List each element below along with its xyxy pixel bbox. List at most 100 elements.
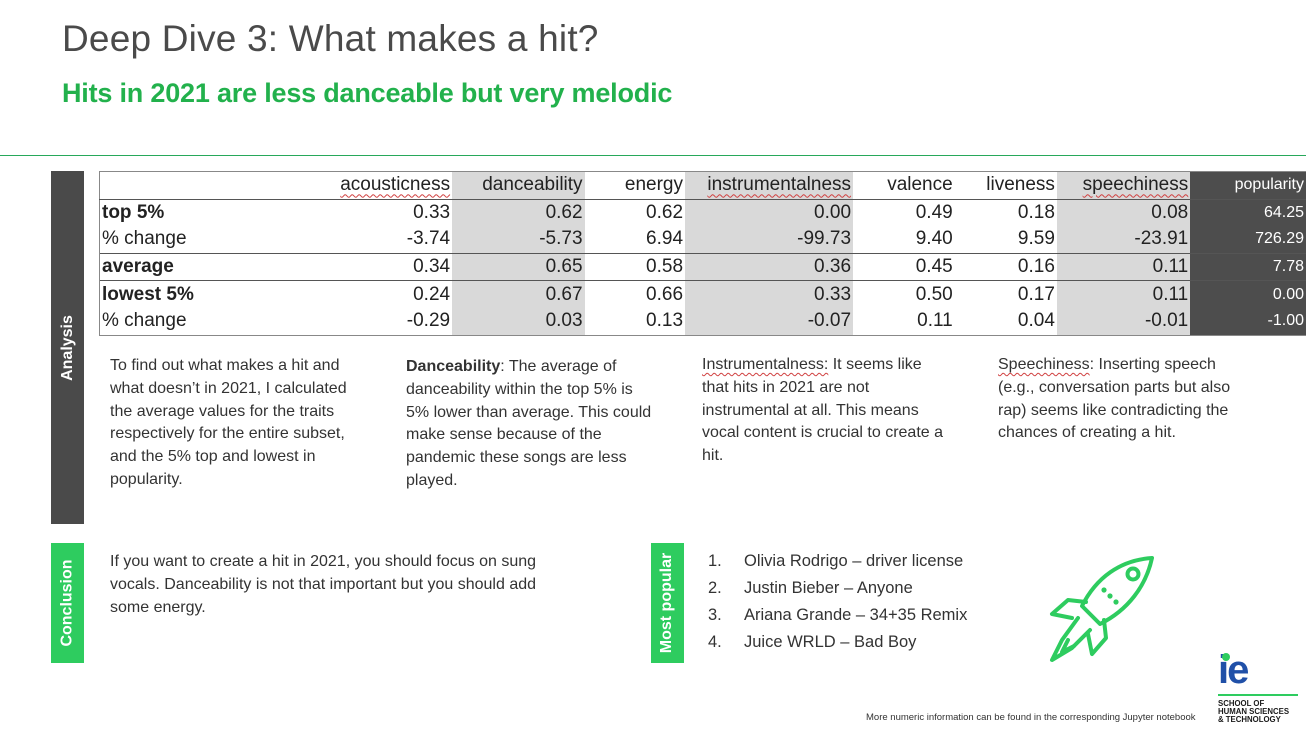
table-row: % change -0.29 0.03 0.13 -0.07 0.11 0.04… [99,307,1306,336]
col-header-instrumentalness: instrumentalness [685,171,854,200]
list-item: 3. Ariana Grande – 34+35 Remix [708,602,967,629]
table-row: top 5% 0.33 0.62 0.62 0.00 0.49 0.18 0.0… [99,199,1306,227]
danceability-body: : The average of danceability within the… [406,358,652,489]
table-cell: 0.13 [584,307,686,336]
list-index: 4. [708,633,722,651]
table-cell: 9.40 [915,228,953,250]
table-cell-popularity: 64.25 [1190,199,1306,227]
header-divider [0,155,1306,156]
table-row: average 0.34 0.65 0.58 0.36 0.45 0.16 0.… [99,252,1306,281]
col-header-danceability: danceability [452,171,585,200]
table-cell: 0.65 [452,252,585,281]
list-index: 2. [708,579,722,597]
table-cell: 0.24 [226,280,453,308]
ie-logo-line3: & TECHNOLOGY [1218,715,1281,725]
table-cell: 0.16 [954,252,1057,281]
table-cell: 6.94 [646,228,684,250]
song-title: Justin Bieber – Anyone [744,579,913,597]
table-cell: 0.00 [685,199,854,227]
table-header-row: acousticness danceability energy instrum… [99,171,1306,200]
col-header-liveness: liveness [954,171,1057,200]
table-cell: -23.91 [1056,226,1191,254]
table-cell: 0.34 [226,252,453,281]
conclusion-label: Conclusion [58,559,76,647]
table-cell: 0.62 [646,201,684,223]
ie-logo-dot [1222,653,1230,661]
rocket-icon [1050,556,1154,662]
speechiness-heading: Speechiness [998,356,1090,373]
table-cell: 0.18 [1017,201,1055,223]
stats-table: acousticness danceability energy instrum… [99,171,1306,336]
row-label: % change [99,307,227,336]
table-cell-popularity: -1.00 [1190,307,1306,336]
row-label: lowest 5% [99,280,227,308]
row-label: top 5% [99,199,227,227]
instrumentalness-heading: Instrumentalness: [702,356,829,373]
table-cell: 0.11 [1056,252,1191,281]
ie-logo: ie SCHOOL OF HUMAN SCIENCES & TECHNOLOGY [1218,650,1300,730]
row-label: average [99,252,227,281]
footnote: More numeric information can be found in… [866,712,1196,723]
conclusion-text: If you want to create a hit in 2021, you… [110,553,537,616]
table-cell: 0.58 [584,252,686,281]
table-cell: -0.29 [226,307,453,336]
ie-logo-line2: HUMAN SCIENCES [1218,707,1290,717]
list-index: 1. [708,552,722,570]
ie-logo-rule [1218,694,1298,696]
table-corner-cell [99,171,227,200]
list-item: 2. Justin Bieber – Anyone [708,575,967,602]
page-title: Deep Dive 3: What makes a hit? [62,18,599,59]
table-cell: -0.07 [685,307,854,336]
instrumentalness-body: It seems like that hits in 2021 are not … [702,356,944,465]
conclusion-section-bar: Conclusion [51,543,84,663]
table-cell: -99.73 [685,226,854,254]
col-header-acousticness: acousticness [226,171,453,200]
analysis-section-bar: Analysis [51,171,84,524]
table-cell: 0.33 [413,201,451,223]
analysis-instrumentalness-text: Instrumentalness: It seems like that hit… [702,354,952,468]
table-cell: 0.33 [685,280,854,308]
table-cell-popularity: 7.78 [1190,252,1306,281]
table-row: % change -3.74 -5.73 6.94 -99.73 9.40 9.… [99,226,1306,254]
analysis-speechiness-text: Speechiness: Inserting speech (e.g., con… [998,354,1248,445]
table-cell: 9.59 [1017,228,1055,250]
ie-logo-line1: SCHOOL OF [1218,699,1265,708]
analysis-label: Analysis [58,314,76,381]
speechiness-body: : Inserting speech (e.g., conversation p… [998,356,1231,442]
list-index: 3. [708,606,722,624]
table-cell: 0.67 [452,280,585,308]
table-cell: 0.49 [915,201,953,223]
most-popular-label: Most popular [658,552,676,654]
analysis-method-text: To find out what makes a hit and what do… [110,357,347,488]
table-cell: -5.73 [452,226,585,254]
row-label: % change [99,226,227,254]
analysis-danceability-text: Danceability: The average of danceabilit… [406,356,656,493]
song-title: Ariana Grande – 34+35 Remix [744,606,968,624]
table-cell: -3.74 [406,228,451,250]
table-cell: 0.11 [1056,280,1191,308]
table-cell: 0.62 [452,199,585,227]
table-row: lowest 5% 0.24 0.67 0.66 0.33 0.50 0.17 … [99,280,1306,308]
song-title: Juice WRLD – Bad Boy [744,633,917,651]
table-cell: 0.45 [853,252,955,281]
table-cell: 0.08 [1056,199,1191,227]
table-cell: 0.36 [685,252,854,281]
danceability-heading: Danceability [406,358,501,375]
table-cell: 0.66 [584,280,686,308]
most-popular-section-bar: Most popular [651,543,684,663]
col-header-energy: energy [584,171,686,200]
song-title: Olivia Rodrigo – driver license [744,552,964,570]
table-cell: 0.50 [853,280,955,308]
table-cell-popularity: 726.29 [1190,226,1306,254]
table-cell: 0.11 [853,307,955,336]
table-cell: 0.03 [452,307,585,336]
ie-logo-text: SCHOOL OF HUMAN SCIENCES & TECHNOLOGY [1218,699,1290,725]
table-cell: -0.01 [1056,307,1191,336]
list-item: 1. Olivia Rodrigo – driver license [708,548,967,575]
list-item: 4. Juice WRLD – Bad Boy [708,629,967,656]
table-cell: 0.04 [954,307,1057,336]
most-popular-list: 1. Olivia Rodrigo – driver license 2. Just… [708,548,967,656]
col-header-popularity: popularity [1190,171,1306,200]
page-subtitle: Hits in 2021 are less danceable but very… [62,78,673,108]
col-header-valence: valence [853,171,955,200]
